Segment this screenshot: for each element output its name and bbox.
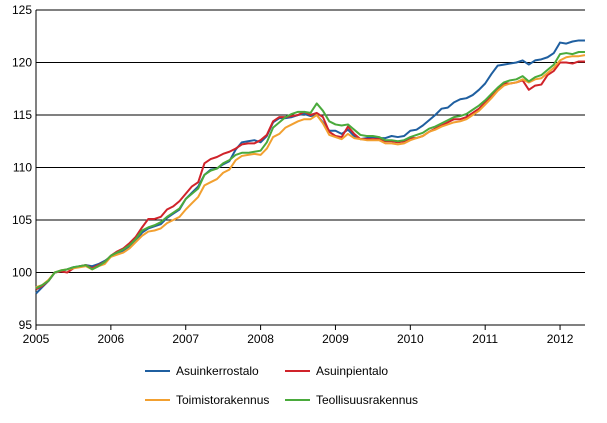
series-line-teollisuusrakennus [35,51,585,290]
y-tick-label: 125 [12,3,32,17]
series-lines [35,39,586,295]
y-tick-label: 100 [12,266,32,280]
y-tick-labels: 95 100 105 110 115 120 125 [12,3,32,332]
x-tick-label: 2006 [98,332,125,346]
legend: Asuinkerrostalo Asuinpientalo Toimistorake… [145,364,418,407]
x-ticks [35,325,561,330]
x-tick-label: 2009 [322,332,349,346]
x-tick-labels: 2005 2006 2007 2008 2009 2010 2011 2012 [23,332,574,346]
legend-label: Teollisuusrakennus [316,393,418,407]
gridlines [36,9,585,273]
x-tick-label: 2011 [472,332,498,346]
series-line-asuinkerrostalo [35,39,585,295]
y-tick-label: 95 [19,318,33,332]
x-tick-label: 2008 [247,332,274,346]
y-tick-label: 110 [13,161,32,175]
series-line-asuinpientalo [35,60,585,291]
x-tick-label: 2005 [23,332,50,346]
y-tick-label: 120 [12,56,32,70]
x-tick-label: 2007 [172,332,199,346]
axes [35,10,585,326]
legend-label: Toimistorakennus [176,393,269,407]
y-tick-label: 105 [12,213,32,227]
y-tick-label: 115 [13,108,32,122]
series-line-toimistorakennus [35,54,586,289]
x-tick-label: 2012 [547,332,574,346]
legend-label: Asuinpientalo [316,364,388,378]
x-tick-label: 2010 [397,332,424,346]
legend-label: Asuinkerrostalo [176,364,259,378]
